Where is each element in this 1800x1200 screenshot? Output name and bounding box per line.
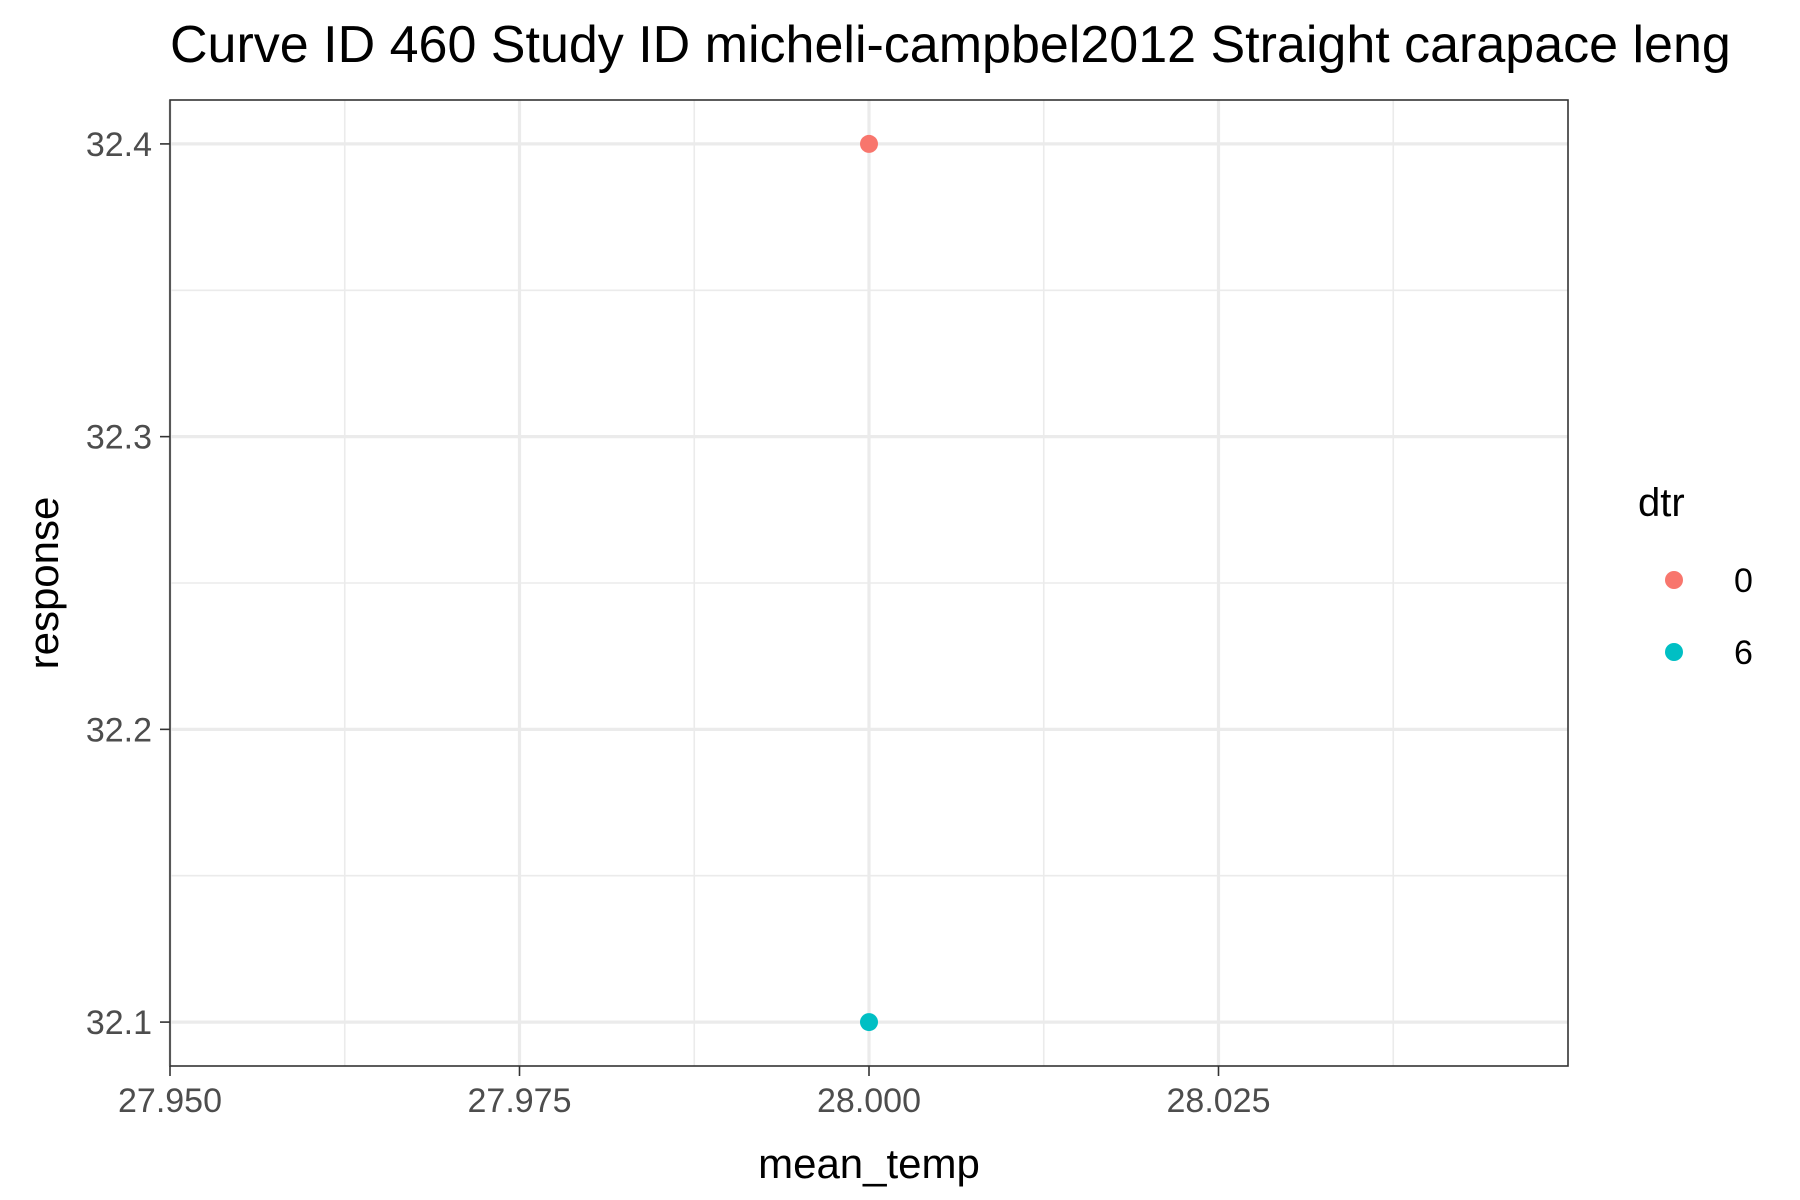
grid [168,100,1568,1066]
legend: dtr 06 [1638,481,1753,672]
legend-title: dtr [1638,481,1685,525]
y-tick-label: 32.1 [86,1004,152,1042]
chart-title: Curve ID 460 Study ID micheli-campbel201… [170,16,1731,74]
data-points [860,134,878,1032]
legend-key-6 [1665,643,1683,661]
y-tick-label: 32.2 [86,711,152,749]
x-tick-label: 28.025 [1167,1082,1271,1120]
legend-entries: 06 [1665,562,1753,672]
x-tick-label: 27.975 [468,1082,572,1120]
y-axis-title: response [20,497,67,670]
legend-label-6: 6 [1734,634,1753,672]
x-tick-label: 27.950 [118,1082,222,1120]
y-tick-label: 32.4 [86,126,152,164]
legend-label-0: 0 [1734,562,1753,600]
axes: 27.950 27.975 28.000 28.025 32.1 32.2 32.3 32.4 [86,126,1271,1120]
x-tick-label: 28.000 [817,1082,921,1120]
x-axis-title: mean_temp [758,1140,980,1187]
legend-key-0 [1665,571,1683,589]
y-tick-label: 32.3 [86,419,152,457]
data-point-dtr-0 [860,134,878,153]
data-point-dtr-6 [860,1013,878,1032]
